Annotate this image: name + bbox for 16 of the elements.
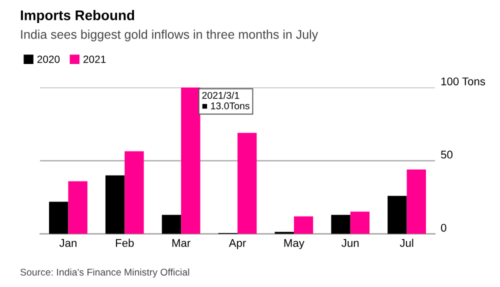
y-tick-label: 0	[440, 224, 446, 232]
y-tick-label: 50	[441, 150, 452, 159]
x-tick-label: Jul	[400, 238, 414, 247]
x-tick-label: Apr	[228, 239, 246, 250]
chart-title: Imports Rebound	[20, 10, 134, 23]
x-tick-label: May	[284, 239, 304, 250]
legend-label: 2020	[37, 56, 60, 63]
x-tick-label: Feb	[116, 238, 134, 247]
x-tick-label: Jan	[59, 239, 76, 247]
chart-subtitle: India sees biggest gold inflows in three months in July	[21, 30, 318, 42]
annotation: 2021/3/1 ■ 13.0Tons	[202, 92, 250, 110]
y-tick-label: 100 Tons	[441, 77, 486, 86]
source-note: Source: India's Finance Ministry Official	[20, 268, 190, 278]
x-tick-label: Jun	[342, 239, 359, 247]
x-tick-label: Mar	[172, 239, 190, 247]
legend-label: 2021	[83, 56, 106, 63]
